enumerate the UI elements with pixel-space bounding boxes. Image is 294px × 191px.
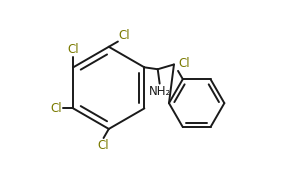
Text: NH₂: NH₂ <box>148 85 171 98</box>
Text: Cl: Cl <box>179 57 190 70</box>
Text: Cl: Cl <box>98 139 109 152</box>
Text: Cl: Cl <box>118 28 130 42</box>
Text: Cl: Cl <box>51 102 62 115</box>
Text: Cl: Cl <box>67 43 79 56</box>
